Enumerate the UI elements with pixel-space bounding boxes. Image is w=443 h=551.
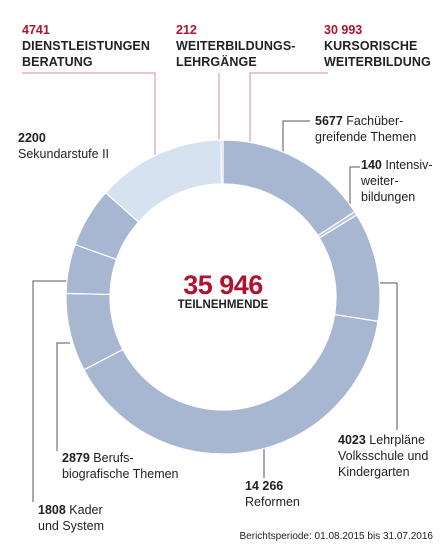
label-value: 1808 [38,503,66,517]
header-value: 30 993 [324,23,363,37]
leader-line [249,72,328,150]
label-value: 2879 [62,451,90,465]
slice-reformen [83,313,379,455]
center-label: TEILNEHMENDE [177,299,269,311]
label-text: Lehrpläne Volksschule und Kindergarten [338,433,429,479]
label-intensiv: 140 Intensiv- weiter- bildungen [361,157,433,205]
header-label: WEITERBILDUNGS- LEHRGÄNGE [176,39,296,69]
label-fachuebergreifend: 5677 Fachüber- greifende Themen [315,113,416,145]
header-weiterbildungslehrgaenge: 212 WEITERBILDUNGS- LEHRGÄNGE [176,22,296,70]
leader-line [349,166,360,212]
label-text: Fachüber- greifende Themen [315,114,417,144]
leader-line [380,282,398,430]
header-label: KURSORISCHE WEITERBILDUNG [324,39,431,69]
slice-weiterbildungslehrgänge [220,139,224,185]
label-text: Berufs- biografische Themen [62,451,179,481]
label-text: Sekundarstufe II [18,147,110,161]
leader-line [22,72,156,160]
label-reformen: 14 266 Reformen [245,478,300,510]
label-text: Intensiv- weiter- bildungen [361,158,433,204]
header-value: 4741 [22,23,50,37]
label-value: 4023 [338,433,366,447]
label-berufsbiografisch: 2879 Berufs- biografische Themen [62,450,179,482]
report-period: Berichtsperiode: 01.08.2015 bis 31.07.20… [239,531,433,542]
leader-lines [22,72,398,502]
label-text: Reformen [245,495,300,509]
leader-line [282,120,310,160]
label-text: Kader und System [38,503,105,533]
donut-slices [65,139,381,455]
header-kursorische-weiterbildung: 30 993 KURSORISCHE WEITERBILDUNG [324,22,431,70]
label-value: 140 [361,158,382,172]
label-value: 14 266 [245,479,284,493]
label-sekundarstufe: 2200 Sekundarstufe II [18,130,109,162]
header-dienstleistungen: 4741 DIENSTLEISTUNGEN BERATUNG [22,22,150,70]
label-kader: 1808 Kader und System [38,502,104,534]
leader-line [56,342,70,451]
header-value: 212 [176,23,197,37]
slice-fachübergreifende-themen [222,139,356,237]
header-label: DIENSTLEISTUNGEN BERATUNG [22,39,150,69]
label-value: 5677 [315,114,343,128]
label-value: 2200 [18,131,46,145]
leader-line [32,280,68,502]
center-total: 35 946 [183,270,263,300]
label-lehrplaene: 4023 Lehrpläne Volksschule und Kindergar… [338,432,428,480]
